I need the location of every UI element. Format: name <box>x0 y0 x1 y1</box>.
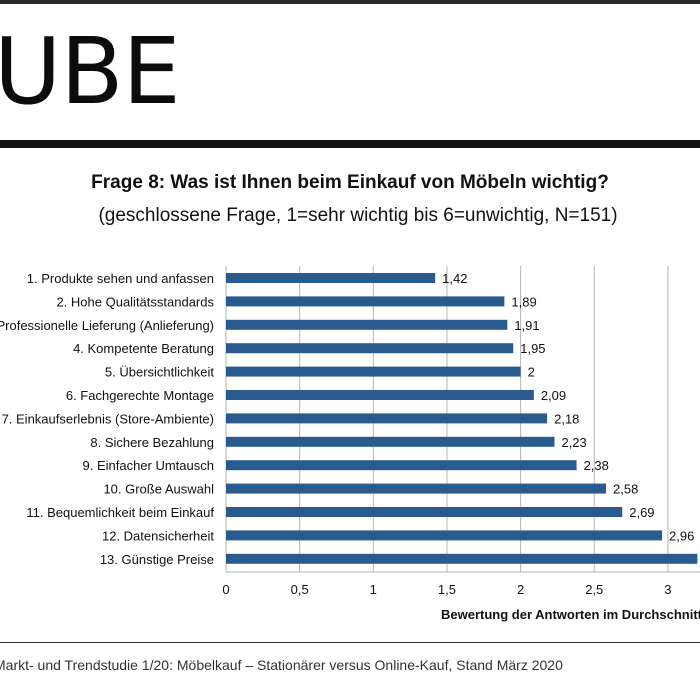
bar <box>226 390 534 400</box>
category-label: 12. Datensicherheit <box>102 528 214 543</box>
chart-subtitle: (geschlossene Frage, 1=sehr wichtig bis … <box>98 205 618 226</box>
bar <box>226 366 521 377</box>
x-tick-label: 3 <box>664 582 671 597</box>
x-tick-label: 1,5 <box>438 582 456 597</box>
category-label: 7. Einkaufserlebnis (Store-Ambiente) <box>2 411 214 426</box>
category-label: 9. Einfacher Umtausch <box>82 458 214 473</box>
category-label: 1. Produkte sehen und anfassen <box>27 271 214 286</box>
value-label: 2,96 <box>669 528 694 543</box>
value-label: 2,18 <box>554 411 579 426</box>
bar <box>226 413 548 424</box>
value-label: 2,58 <box>613 482 638 497</box>
top-rule <box>0 0 700 4</box>
value-label: 1,91 <box>514 318 539 333</box>
bar <box>226 319 508 330</box>
x-tick-label: 1 <box>370 582 377 597</box>
category-label: 13. Günstige Preise <box>100 552 214 567</box>
category-label: 4. Kompetente Beratung <box>73 341 214 356</box>
bars <box>226 273 698 564</box>
header-divider <box>0 140 700 148</box>
value-label: 1,89 <box>511 294 536 309</box>
source-footnote: Markt- und Trendstudie 1/20: Möbelkauf –… <box>0 657 563 673</box>
value-label: 2 <box>528 365 535 380</box>
bar <box>226 436 555 447</box>
bar <box>226 483 607 494</box>
gridlines <box>225 266 700 573</box>
category-label: 8. Sichere Bezahlung <box>90 435 214 450</box>
footer-divider <box>0 642 700 643</box>
bar <box>226 343 514 354</box>
category-label: 2. Hohe Qualitätsstandards <box>56 294 214 309</box>
x-tick-label: 2 <box>517 582 524 597</box>
category-label: 6. Fachgerechte Montage <box>66 388 214 403</box>
bar <box>226 530 663 541</box>
value-label: 2,69 <box>629 505 654 520</box>
value-label: 2,09 <box>541 388 566 403</box>
value-labels: 1,42 1,89 1,91 1,95 2 2,09 2,18 2,23 2,38 2,58 2,6… <box>442 271 694 543</box>
bar <box>226 460 577 471</box>
category-label: 3. Professionelle Lieferung (Anlieferung… <box>0 318 214 333</box>
value-label: 2,23 <box>561 435 586 450</box>
value-label: 1,42 <box>442 271 467 286</box>
x-tick-label: 0,5 <box>291 582 309 597</box>
x-tick-label: 0 <box>222 582 229 597</box>
brand-logo-text: UBE <box>0 18 181 125</box>
category-label: 5. Übersichtlichkeit <box>105 365 214 380</box>
bar <box>226 273 436 283</box>
chart-title: Frage 8: Was ist Ihnen beim Einkauf von … <box>91 172 609 193</box>
x-axis-label: Bewertung der Antworten im Durchschnitt <box>441 607 700 622</box>
category-label: 10. Große Auswahl <box>103 482 214 497</box>
value-label: 2,38 <box>584 458 609 473</box>
x-tick-labels: 0 0,5 1 1,5 2 2,5 3 <box>222 582 671 597</box>
category-labels: 1. Produkte sehen und anfassen 2. Hohe Qu… <box>0 271 214 567</box>
bar <box>226 296 505 307</box>
category-label: 11. Bequemlichkeit beim Einkauf <box>26 505 214 520</box>
bar <box>226 553 698 564</box>
value-label: 1,95 <box>520 341 545 356</box>
bar <box>226 507 623 517</box>
x-tick-label: 2,5 <box>585 582 603 597</box>
